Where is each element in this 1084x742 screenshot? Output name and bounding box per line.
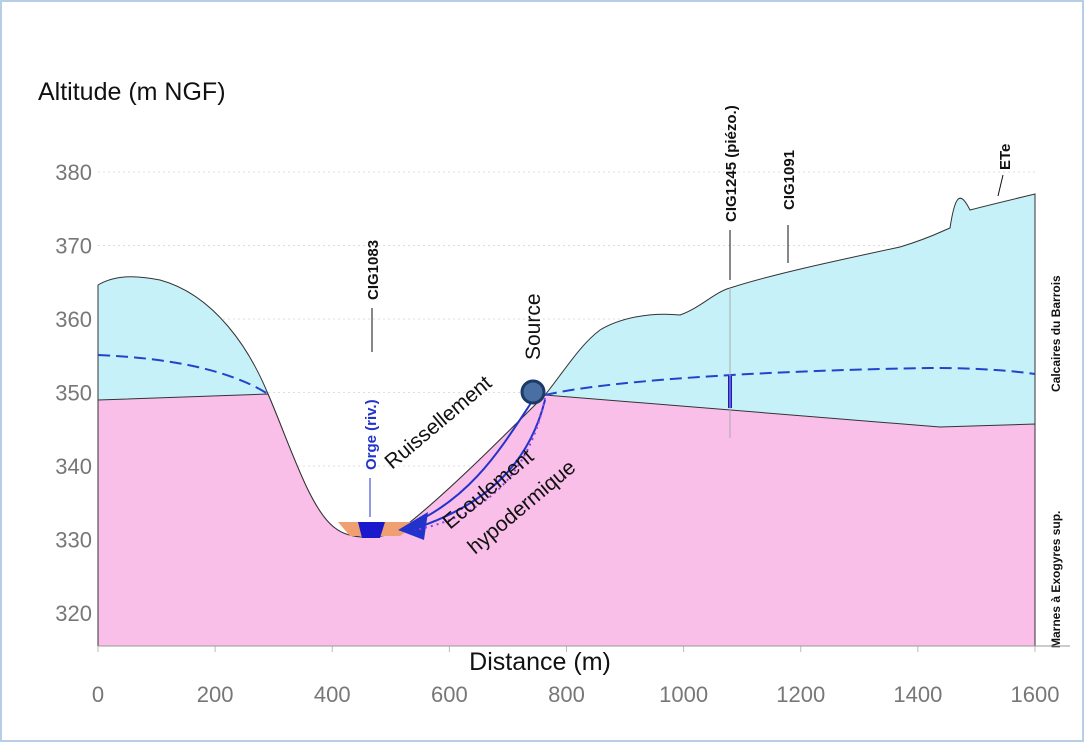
y-tick-label: 340 [55, 454, 92, 479]
y-tick-label: 380 [55, 160, 92, 185]
annotation: CIG1091 [781, 150, 798, 210]
y-tick-label: 360 [55, 307, 92, 332]
source [522, 381, 544, 403]
x-tick-label: 200 [197, 682, 234, 707]
y-tick-label: 350 [55, 380, 92, 405]
annotation: CIG1083 [365, 240, 382, 300]
x-tick-label: 800 [548, 682, 585, 707]
y-tick-label: 320 [55, 601, 92, 626]
y-axis-label: Altitude (m NGF) [38, 78, 226, 106]
annotation: CIG1245 (piézo.) [723, 105, 740, 222]
x-axis-label: Distance (m) [469, 648, 611, 676]
chart: Altitude (m NGF) Distance (m) CIG1083 Or… [0, 0, 1084, 742]
x-tick-label: 1600 [1011, 682, 1060, 707]
layer-label: Calcaires du Barrois [1049, 275, 1063, 392]
annotation: ETe [997, 144, 1014, 170]
page: Altitude (m NGF) Distance (m) CIG1083 Or… [0, 0, 1084, 742]
x-tick-label: 400 [314, 682, 351, 707]
x-tick-label: 1000 [659, 682, 708, 707]
x-tick-label: 1200 [776, 682, 825, 707]
annotation: Orge (riv.) [363, 399, 380, 470]
x-tick-label: 1400 [893, 682, 942, 707]
marl-layer [98, 394, 1035, 646]
y-tick-label: 330 [55, 527, 92, 552]
y-tick-label: 370 [55, 234, 92, 259]
annotation: Source [522, 293, 545, 360]
x-tick-label: 600 [431, 682, 468, 707]
layer-label: Marnes à Exogyres sup. [1049, 511, 1063, 648]
x-tick-label: 0 [92, 682, 104, 707]
